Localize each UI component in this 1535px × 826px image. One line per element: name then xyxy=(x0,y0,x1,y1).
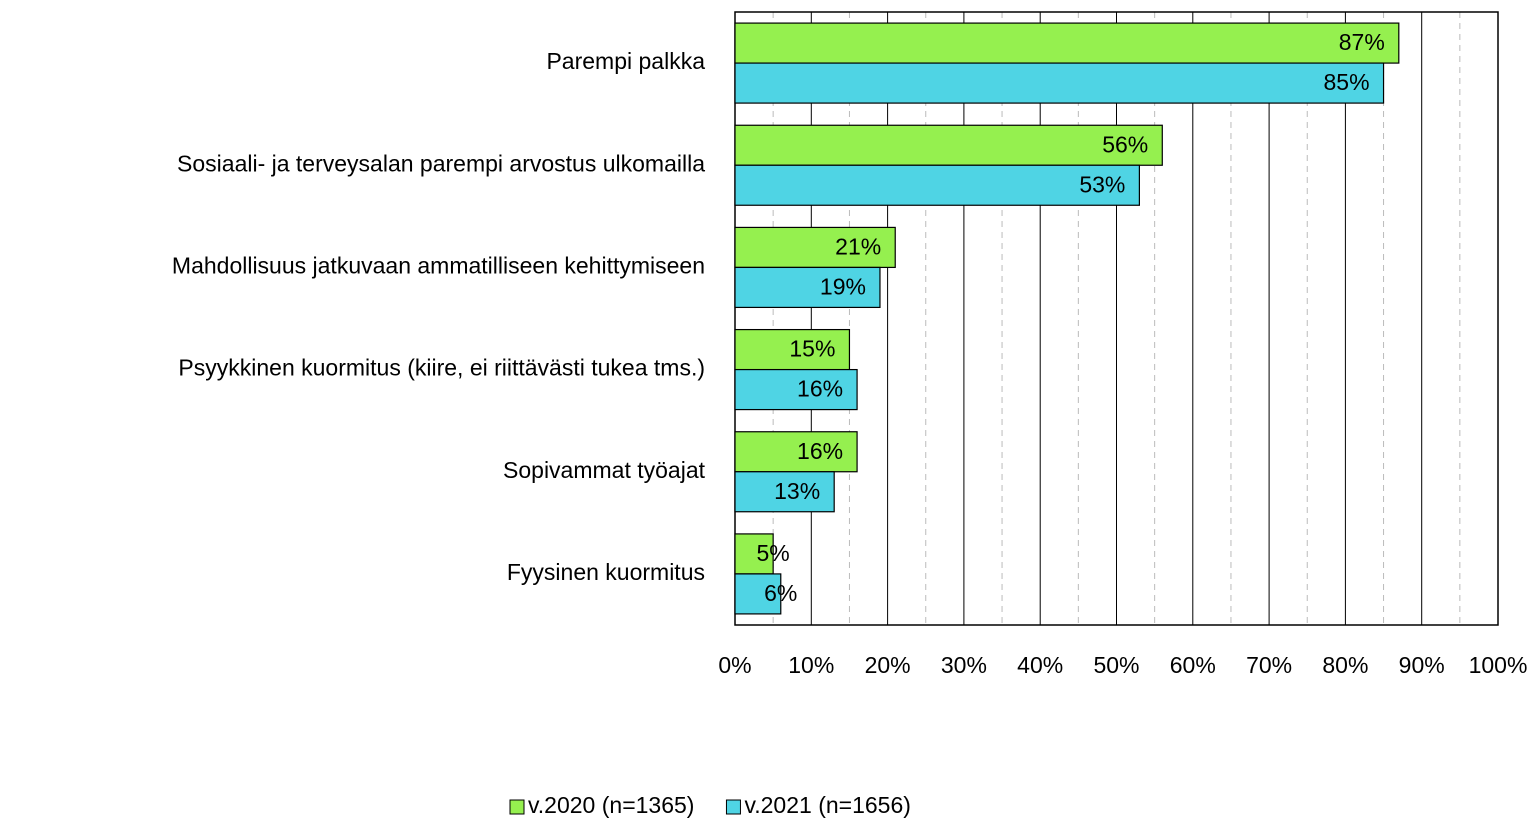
category-label: Psyykkinen kuormitus (kiire, ei riittävä… xyxy=(178,355,705,381)
category-label: Sosiaali- ja terveysalan parempi arvostu… xyxy=(177,150,705,176)
x-tick-label: 70% xyxy=(1246,652,1292,678)
x-tick-label: 20% xyxy=(865,652,911,678)
value-label: 19% xyxy=(820,273,866,299)
x-tick-label: 100% xyxy=(1469,652,1528,678)
value-label: 15% xyxy=(789,336,835,362)
x-tick-label: 0% xyxy=(718,652,751,678)
value-label: 16% xyxy=(797,376,843,402)
x-tick-label: 40% xyxy=(1017,652,1063,678)
bar xyxy=(734,328,851,371)
legend-label: v.2020 (n=1365) xyxy=(528,792,694,818)
category-label: Parempi palkka xyxy=(546,48,705,74)
value-label: 16% xyxy=(797,438,843,464)
plot-border xyxy=(734,11,1499,626)
value-label: 56% xyxy=(1102,131,1148,157)
value-label: 5% xyxy=(757,540,790,566)
x-tick-label: 50% xyxy=(1093,652,1139,678)
value-label: 6% xyxy=(764,580,797,606)
bar xyxy=(734,62,1385,104)
category-label: Fyysinen kuormitus xyxy=(507,559,705,585)
legend-swatch xyxy=(509,799,525,815)
value-label: 85% xyxy=(1324,69,1370,95)
bar xyxy=(734,226,896,269)
category-label: Mahdollisuus jatkuvaan ammatilliseen keh… xyxy=(172,252,705,278)
x-tick-label: 90% xyxy=(1399,652,1445,678)
bar xyxy=(734,573,782,615)
x-tick-label: 30% xyxy=(941,652,987,678)
x-tick-label: 10% xyxy=(788,652,834,678)
bar xyxy=(734,124,1163,166)
bar xyxy=(734,471,835,513)
bar xyxy=(734,266,881,309)
bar xyxy=(734,22,1400,64)
value-label: 87% xyxy=(1339,29,1385,55)
legend-label: v.2021 (n=1656) xyxy=(744,792,910,818)
value-label: 13% xyxy=(774,478,820,504)
x-tick-label: 60% xyxy=(1170,652,1216,678)
bar xyxy=(734,368,858,411)
value-label: 21% xyxy=(835,233,881,259)
category-label: Sopivammat työajat xyxy=(503,457,706,483)
value-label: 53% xyxy=(1079,171,1125,197)
x-tick-label: 80% xyxy=(1322,652,1368,678)
legend-swatch xyxy=(725,799,741,815)
bar xyxy=(734,164,1140,206)
